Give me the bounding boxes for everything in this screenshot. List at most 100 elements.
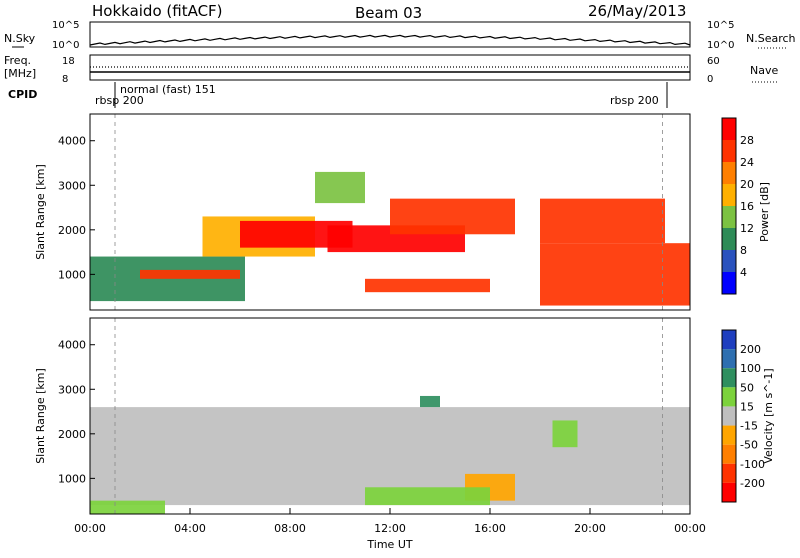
velocity-colorbar-swatch [722,406,736,426]
nsearch-tick-bottom: 10^0 [707,40,734,51]
power-region [540,243,690,306]
velocity-colorbar-swatch [722,463,736,483]
power-region [365,278,490,293]
nsky-tick-top: 10^5 [52,20,79,31]
cpid-seg-3: rbsp 200 [610,94,659,107]
power-colorbar-tick: 4 [740,266,747,279]
velocity-colorbar-swatch [722,482,736,502]
nsky-label: N.Sky [4,32,36,45]
power-colorbar-swatch [722,184,736,206]
velocity-ytick-label: 1000 [58,472,86,485]
nsearch-tick-top: 10^5 [707,20,734,31]
x-tick-label: 00:00 [674,522,706,535]
cpid-seg-2: normal (fast) 151 [120,83,216,96]
power-colorbar-swatch [722,140,736,162]
power-colorbar-swatch [722,228,736,250]
velocity-colorbar-label: Velocity [m s^-1] [762,368,775,463]
velocity-colorbar: 200 100 50 15 -15 -50 -100 -200 [721,329,765,503]
beam-title: Beam 03 [355,4,422,22]
velocity-colorbar-swatch [722,349,736,369]
power-colorbar-swatch [722,206,736,228]
cpid-row: CPID rbsp 200 normal (fast) 151 rbsp 200 [8,82,668,108]
cpid-label: CPID [8,88,37,101]
x-tick-label: 00:00 [74,522,106,535]
power-region [540,198,665,244]
freq-label-1: Freq. [4,54,31,67]
velocity-colorbar-swatch [722,368,736,388]
power-colorbar-swatch [722,162,736,184]
freq-label-2: [MHz] [4,67,36,80]
nsky-strip: N.Sky 10^5 10^0 10^5 10^0 N.Search [4,20,796,51]
power-colorbar-tick: 24 [740,156,754,169]
nsky-frame [89,21,691,48]
power-colorbar-tick: 8 [740,244,747,257]
velocity-region [552,420,578,448]
x-tick-label: 04:00 [174,522,206,535]
velocity-colorbar-tick: -15 [740,420,758,433]
velocity-colorbar-tick: 50 [740,381,754,394]
freq-tick-bottom: 8 [62,74,68,85]
nsky-line [89,34,691,46]
velocity-colorbar-swatch [722,444,736,464]
power-ytick-label: 1000 [58,268,86,281]
velocity-region [420,395,440,408]
power-y-ticks: 1000 2000 3000 4000 [58,135,95,281]
power-region [140,269,240,279]
power-colorbar-swatch [722,118,736,140]
freq-strip: Freq. [MHz] 18 8 60 0 Nave [4,54,778,85]
nave-label: Nave [750,64,778,77]
velocity-colorbar-tick: 100 [740,362,761,375]
power-colorbar-tick: 16 [740,200,754,213]
velocity-colorbar-frame [721,329,737,503]
velocity-colorbar-tick: 200 [740,343,761,356]
velocity-colorbar-tick: 15 [740,400,754,413]
velocity-region [365,487,490,506]
velocity-colorbar-tick: -200 [740,477,765,490]
power-region [315,171,365,204]
nsearch-label: N.Search [746,32,796,45]
velocity-region [90,500,165,514]
velocity-colorbar-tick: -50 [740,439,758,452]
station-title: Hokkaido (fitACF) [92,2,223,20]
power-colorbar-tick: 20 [740,178,754,191]
x-tick-label: 12:00 [374,522,406,535]
velocity-ytick-label: 3000 [58,383,86,396]
power-regions [90,114,690,310]
power-ytick-label: 4000 [58,135,86,148]
date-title: 26/May/2013 [588,2,686,20]
velocity-colorbar-swatch [722,387,736,407]
cpid-seg-1: rbsp 200 [95,94,144,107]
nsky-trace [89,34,691,46]
velocity-panel: 1000 2000 3000 4000 Slant Range [km] 200 100… [34,317,775,515]
velocity-colorbar-swatch [722,425,736,445]
freq-tick-top: 18 [62,56,75,67]
velocity-ytick-label: 4000 [58,339,86,352]
velocity-y-ticks: 1000 2000 3000 4000 [58,339,95,485]
velocity-colorbar-tick: -100 [740,458,765,471]
velocity-regions [90,318,690,514]
power-colorbar-label: Power [dB] [758,182,771,242]
nave-tick-bottom: 0 [707,74,713,85]
velocity-ytick-label: 2000 [58,428,86,441]
x-tick-label: 16:00 [474,522,506,535]
power-ytick-label: 2000 [58,224,86,237]
power-region [390,198,515,235]
x-axis-title: Time UT [366,538,412,551]
velocity-ylabel: Slant Range [km] [34,368,47,464]
x-tick-label: 20:00 [574,522,606,535]
x-tick-label: 08:00 [274,522,306,535]
nsky-tick-bottom: 10^0 [52,40,79,51]
power-frame [89,113,691,311]
velocity-colorbar-swatch [722,330,736,350]
power-colorbar-frame [721,117,737,295]
power-ytick-label: 3000 [58,179,86,192]
power-panel: 1000 2000 3000 4000 Slant Range [km] 28 24 20… [34,113,771,311]
power-colorbar-swatch [722,272,736,294]
power-colorbar-swatch [722,250,736,272]
power-colorbar-tick: 28 [740,134,754,147]
power-colorbar: 28 24 20 16 12 8 4 [721,117,754,295]
power-colorbar-tick: 12 [740,222,754,235]
nave-tick-top: 60 [707,56,720,67]
x-axis-ticks: 00:00 04:00 08:00 12:00 16:00 20:00 00:00 [74,508,706,535]
